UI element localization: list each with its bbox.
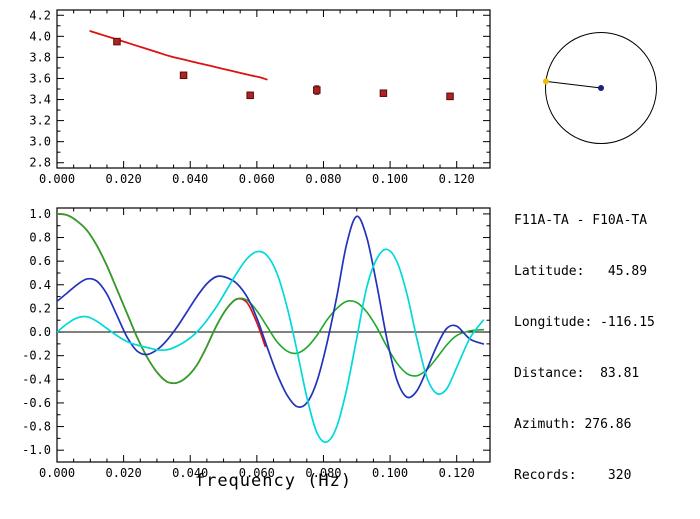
- y-tick-label: 0.6: [29, 254, 51, 268]
- dispersion-series-group: [89, 30, 454, 101]
- series-cyan: [57, 248, 485, 443]
- x-tick-label: 0.100: [372, 466, 408, 480]
- y-tick-label: 4.2: [29, 8, 51, 22]
- series-blue: [57, 215, 485, 408]
- y-tick-label: 3.0: [29, 135, 51, 149]
- azimuth-line: [545, 80, 602, 89]
- y-tick-label: 3.4: [29, 93, 51, 107]
- y-tick-label: 4.0: [29, 29, 51, 43]
- x-tick-label: 0.060: [239, 172, 275, 186]
- y-tick-label: 0.4: [29, 278, 51, 292]
- x-tick-label: 0.020: [106, 466, 142, 480]
- dispersion-plot-area[interactable]: [56, 9, 491, 169]
- measured-phase-velocity-points-marker: [313, 86, 321, 94]
- series-red: [57, 213, 267, 385]
- y-tick-label: -0.6: [22, 396, 51, 410]
- center-station-dot: [598, 85, 604, 91]
- y-tick-label: 2.8: [29, 156, 51, 170]
- y-tick-label: 3.8: [29, 50, 51, 64]
- x-tick-label: 0.100: [372, 172, 408, 186]
- y-tick-label: 0.2: [29, 301, 51, 315]
- y-tick-label: -1.0: [22, 443, 51, 457]
- x-tick-label: 0.060: [239, 466, 275, 480]
- measured-phase-velocity-points-marker: [446, 92, 454, 101]
- azimuth-circle: [545, 32, 657, 144]
- series-green: [57, 213, 485, 385]
- distance-line: Distance: 83.81: [514, 366, 640, 381]
- y-tick-label: -0.2: [22, 349, 51, 363]
- y-tick-label: -0.4: [22, 372, 51, 386]
- spectra-plot-area[interactable]: [56, 207, 491, 463]
- records-line: Records: 320: [514, 468, 632, 483]
- predicted-phase-velocity-curve: [89, 30, 268, 81]
- station-pair-title: F11A-TA - F10A-TA: [514, 213, 648, 228]
- latitude-line: Latitude: 45.89: [514, 264, 648, 279]
- x-tick-label: 0.000: [39, 172, 75, 186]
- y-tick-label: -0.8: [22, 420, 51, 434]
- y-tick-label: 0.0: [29, 325, 51, 339]
- y-tick-label: 3.2: [29, 114, 51, 128]
- measured-phase-velocity-points-marker: [246, 91, 254, 100]
- x-tick-label: 0.120: [439, 466, 475, 480]
- x-tick-label: 0.040: [172, 466, 208, 480]
- measured-phase-velocity-points-marker: [379, 89, 388, 97]
- x-tick-label: 0.080: [305, 172, 341, 186]
- y-tick-label: 0.8: [29, 231, 51, 245]
- station-info-panel: F11A-TA - F10A-TA Latitude: 45.89 Longit…: [514, 178, 655, 518]
- remote-station-dot: [542, 78, 549, 85]
- measured-phase-velocity-points-marker: [179, 71, 188, 80]
- x-tick-label: 0.080: [305, 466, 341, 480]
- spectra-series-group: [57, 213, 485, 443]
- y-tick-label: 3.6: [29, 71, 51, 85]
- x-axis-label: frequency (Hz): [194, 471, 353, 491]
- x-tick-label: 0.040: [172, 172, 208, 186]
- y-tick-label: 1.0: [29, 207, 51, 221]
- x-tick-label: 0.020: [106, 172, 142, 186]
- measured-phase-velocity-points-marker: [113, 37, 121, 46]
- longitude-line: Longitude: -116.15: [514, 315, 655, 330]
- x-tick-label: 0.000: [39, 466, 75, 480]
- x-tick-label: 0.120: [439, 172, 475, 186]
- azimuth-line: Azimuth: 276.86: [514, 417, 632, 432]
